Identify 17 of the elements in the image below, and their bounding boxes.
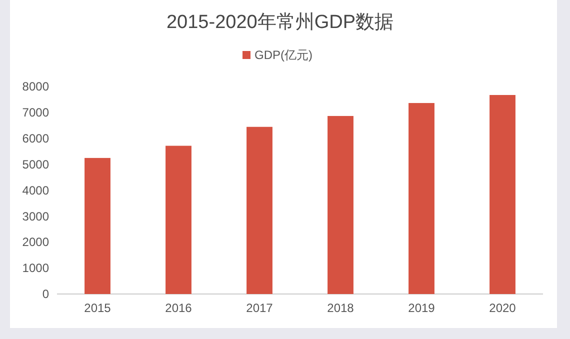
y-tick-label: 1000 xyxy=(22,261,49,276)
y-tick-label: 2000 xyxy=(22,235,49,250)
legend-label: GDP(亿元) xyxy=(254,48,312,62)
y-tick-label: 0 xyxy=(42,287,49,301)
y-tick-label: 4000 xyxy=(22,183,49,198)
x-tick-label: 2015 xyxy=(84,301,111,315)
y-tick-label: 3000 xyxy=(22,209,49,224)
y-tick-label: 5000 xyxy=(22,157,49,172)
x-tick-label: 2016 xyxy=(165,301,192,315)
x-tick-label: 2019 xyxy=(408,301,435,315)
title: 2015-2020年常州GDP数据 xyxy=(166,12,394,33)
x-tick-label: 2017 xyxy=(246,301,273,315)
x-tick-label: 2020 xyxy=(489,301,516,315)
y-tick-label: 6000 xyxy=(22,132,49,146)
x-tick-label: 2018 xyxy=(327,301,354,315)
y-tick-label: 7000 xyxy=(22,106,49,120)
y-tick-label: 8000 xyxy=(22,80,49,94)
